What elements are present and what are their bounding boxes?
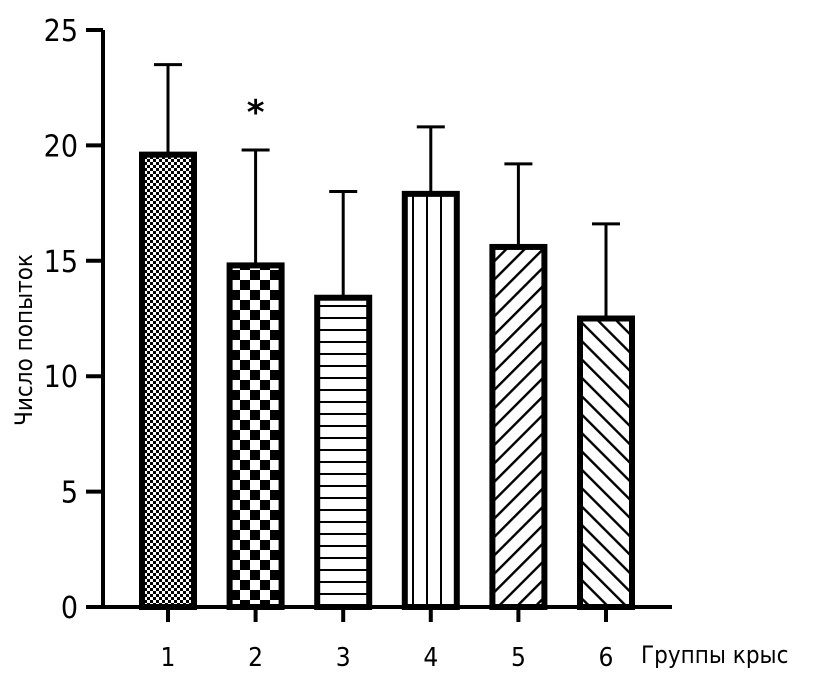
bar-group-2 [226,262,285,610]
bar-group-5 [489,243,548,610]
y-ticks: 0 5 10 15 20 25 [44,14,103,626]
bar-group-1 [139,151,197,611]
x-tick-label: 6 [599,643,614,673]
y-tick-label: 15 [44,245,78,280]
y-axis-title: Число попыток [10,254,38,426]
x-ticks: 1 2 3 4 5 6 [161,607,614,673]
y-tick-label: 25 [44,14,78,49]
annotations: * [247,93,265,133]
bar-group-3 [314,294,373,610]
y-tick-label: 5 [61,476,78,511]
x-tick-label: 4 [423,643,438,673]
error-bars [154,63,620,319]
bar-group-4 [401,190,460,610]
x-axis: 1 2 3 4 5 6 [101,605,672,673]
bar-group-6 [577,315,635,610]
y-tick-label: 0 [61,591,78,626]
x-tick-label: 3 [336,643,351,673]
significance-marker: * [247,93,265,133]
x-tick-label: 5 [511,643,526,673]
x-axis-title: Группы крыс [641,641,788,669]
y-axis: 0 5 10 15 20 25 [44,14,105,626]
y-tick-label: 10 [44,360,78,395]
x-tick-label: 2 [248,643,263,673]
x-tick-label: 1 [161,643,176,673]
bars [139,151,635,611]
y-tick-label: 20 [44,129,78,164]
